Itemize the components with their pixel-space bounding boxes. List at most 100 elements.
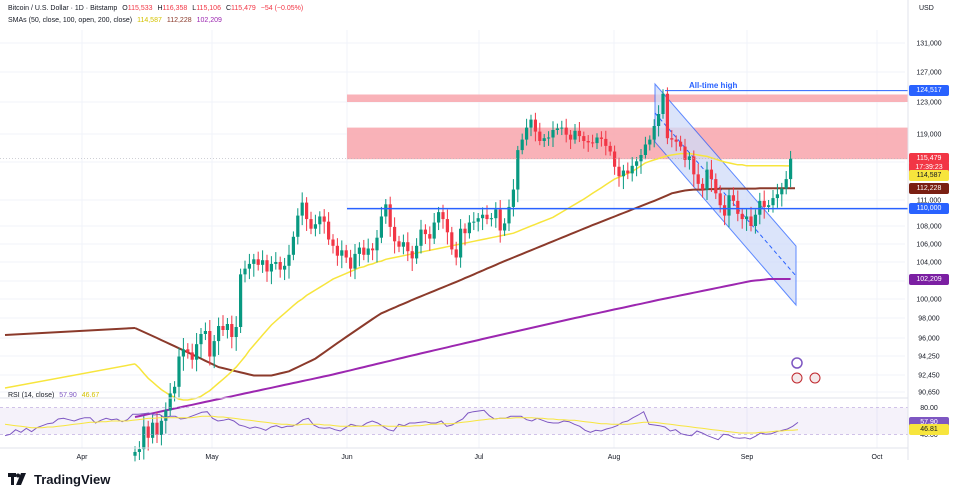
price-tick-12: 96,000 [918,336,940,343]
tradingview-logo[interactable]: TradingView [8,472,110,487]
rsi-legend[interactable]: RSI (14, close) 57.90 46.67 [8,392,102,399]
price-tick-6: 108,000 [916,224,941,231]
candle-body-51 [357,247,361,254]
rsi-line [4,409,799,441]
candle-body-76 [467,222,471,234]
candle-body-12 [186,349,190,353]
candle-body-102 [582,136,586,141]
time-tick-6: Oct [872,454,883,461]
candle-body-92 [538,131,542,141]
candle-body-19 [217,326,221,342]
candle-body-33 [278,262,282,270]
event-refresh-icon [791,357,803,369]
candle-body-112 [626,170,630,174]
candle-body-50 [353,253,357,269]
rsi-band [0,407,908,435]
candle-body-98 [564,127,568,135]
price-label-box-0: 124,517 [909,85,949,97]
sma-legend[interactable]: SMAs (50, close, 100, open, 200, close) … [8,17,225,24]
candle-body-11 [181,349,185,357]
candle-body-15 [199,334,203,345]
candle-body-123 [674,139,678,142]
brand-name: TradingView [34,472,111,487]
price-tick-13: 94,250 [918,354,940,361]
time-tick-1: May [205,454,219,461]
candle-body-68 [432,222,436,239]
candle-body-140 [749,216,753,226]
sma50-line [134,152,791,401]
low-value: 115,106 [196,5,221,12]
candle-body-67 [428,234,432,239]
candle-body-58 [388,204,392,227]
candle-body-125 [683,146,687,160]
candle-body-79 [481,214,485,219]
candle-body-91 [533,119,537,132]
sma50-value: 114,587 [137,17,162,24]
candle-body-25 [243,268,247,275]
price-tick-11: 98,000 [918,316,940,323]
sma200-value: 102,209 [196,17,222,24]
candle-body-87 [516,150,520,190]
price-tick-2: 123,000 [916,100,941,107]
rsi-ma-value: 46.67 [81,392,100,399]
candle-body-94 [547,137,551,139]
candle-body-106 [599,137,603,139]
candle-body-65 [419,229,423,246]
price-label-box-2: 17:39:23 [909,162,949,174]
sma200-line [134,278,791,418]
candle-body-31 [269,263,273,272]
rsi-label-box-0: 57.90 [909,416,949,428]
candle-body-75 [463,228,467,234]
open-value: 115,533 [127,5,153,12]
candle-body-29 [261,260,265,265]
rsi-value: 57.90 [59,392,77,399]
price-label-box-6: 102,209 [909,273,949,285]
candle-body-122 [670,138,674,140]
tradingview-mark-icon [8,472,26,485]
candle-body-40 [309,219,313,229]
candle-body-97 [560,127,564,129]
candle-body-53 [366,248,370,255]
candle-body-46 [335,245,339,256]
candle-body-44 [327,221,331,240]
candle-body-149 [789,158,793,180]
candle-body-139 [745,216,749,220]
candle-body-47 [340,250,344,256]
candle-body-145 [771,198,775,206]
candle-body-119 [657,114,661,126]
candle-body-103 [586,141,590,143]
candle-body-99 [569,134,573,140]
sma50-left-extension [4,363,136,389]
candle-body-111 [621,170,625,177]
candle-body-105 [595,137,599,144]
candle-body-3 [146,426,150,438]
candle-body-38 [300,202,304,216]
candle-body-118 [652,126,656,140]
candle-body-142 [758,200,762,215]
candle-body-71 [445,219,449,233]
candle-body-114 [635,161,639,166]
candle-body-93 [542,138,546,141]
candle-body-4 [151,422,155,438]
sma-label: SMAs (50, close, 100, open, 200, close) [8,17,133,24]
price-label-box-3: 114,587 [909,169,949,181]
candle-body-84 [503,223,507,231]
open-label: O [122,5,128,12]
candle-body-132 [714,179,718,194]
sma100-left-extension [4,327,136,336]
candle-body-144 [767,205,771,207]
candle-body-1 [137,449,141,452]
candle-body-120 [661,93,665,114]
candle-body-72 [450,232,454,250]
candle-body-27 [252,259,256,264]
candle-body-49 [349,257,353,269]
candle-body-82 [494,209,498,219]
candle-body-83 [498,209,502,231]
price-tick-14: 92,450 [918,373,940,380]
candle-body-8 [168,393,172,411]
time-tick-4: Aug [608,454,621,461]
price-label-box-5: 110,000 [909,203,949,215]
candle-body-63 [410,251,414,259]
